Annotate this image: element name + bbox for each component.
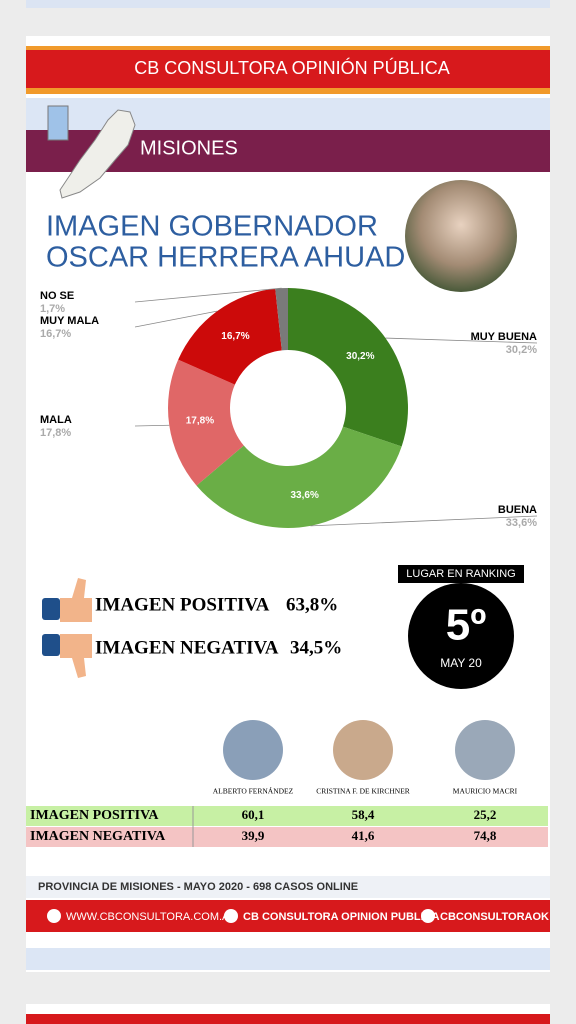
summary-label: IMAGEN POSITIVA (95, 594, 270, 615)
slice-label: 17,8% (186, 415, 214, 426)
twitter: CBCONSULTORAOK (440, 911, 549, 923)
slice-value: 16,7% (40, 328, 71, 340)
slice-value: 1,7% (40, 303, 65, 315)
map (59, 109, 136, 199)
leader-line (134, 424, 170, 427)
donut-chart: 30,2%MUY BUENA30,2%33,6%BUENA33,6%17,8%M… (40, 287, 538, 529)
slice (275, 288, 288, 351)
web-icon (47, 909, 61, 923)
map-inset (47, 105, 69, 141)
region: MISIONES (140, 137, 238, 159)
header-band (26, 50, 550, 88)
cell: 39,9 (242, 828, 265, 843)
photo (405, 180, 517, 292)
footer-band (26, 900, 550, 932)
slice-name: MUY BUENA (471, 331, 537, 343)
cell: 60,1 (242, 807, 265, 822)
ranking-position: 5º (446, 601, 487, 650)
cell: 74,8 (474, 828, 497, 843)
slice-name: BUENA (498, 504, 537, 516)
slice (196, 426, 402, 529)
summary-value: 63,8% (286, 594, 338, 615)
ranking-label: LUGAR EN RANKING (406, 568, 515, 580)
slice-name: MALA (40, 414, 72, 426)
summary-label: IMAGEN NEGATIVA (95, 637, 279, 658)
column-name: MAURICIO MACRI (453, 787, 518, 796)
slice-label: 16,7% (221, 331, 249, 342)
photo (333, 720, 393, 780)
slice-value: 17,8% (40, 427, 71, 439)
slice-label: 30,2% (346, 351, 374, 362)
row-band (26, 827, 548, 847)
leader-line (134, 310, 218, 328)
note: PROVINCIA DE MISIONES - MAYO 2020 - 698 … (38, 881, 358, 893)
column-name: ALBERTO FERNÁNDEZ (213, 786, 294, 796)
next-header (26, 1014, 550, 1024)
row-label: IMAGEN POSITIVA (30, 808, 159, 823)
column-name: CRISTINA F. DE KIRCHNER (316, 787, 410, 796)
cell: 58,4 (352, 807, 375, 822)
ranking-circle (408, 583, 514, 689)
ranking-date: MAY 20 (440, 656, 482, 670)
row-label: IMAGEN NEGATIVA (30, 829, 166, 844)
slice (168, 359, 244, 486)
slice-value: 30,2% (506, 344, 537, 356)
slice (288, 288, 408, 447)
leader-line (310, 515, 538, 527)
brand: CB CONSULTORA OPINIÓN PÚBLICA (134, 57, 449, 78)
row-band (26, 806, 548, 826)
table: ALBERTO FERNÁNDEZ CRISTINA F. DE KIRCHNER… (26, 720, 548, 847)
photo (455, 720, 515, 780)
slice-name: MUY MALA (40, 315, 99, 327)
slice-value: 33,6% (506, 517, 537, 529)
top-strip (26, 0, 550, 8)
title: IMAGEN GOBERNADOR (46, 211, 378, 243)
summary-value: 34,5% (290, 637, 342, 658)
bottom-band (26, 948, 550, 970)
fb-icon (224, 909, 238, 923)
photo (223, 720, 283, 780)
thumbs (42, 578, 92, 678)
slice-label: 33,6% (290, 490, 318, 501)
note-band (26, 876, 550, 898)
ranking-box (398, 565, 524, 583)
facebook: CB CONSULTORA OPINION PUBLICA (243, 911, 440, 923)
leader-line (385, 337, 538, 344)
slice (178, 288, 282, 385)
cell: 41,6 (352, 828, 375, 843)
cell: 25,2 (474, 807, 497, 822)
tw-icon (421, 909, 435, 923)
leader-line (134, 287, 282, 303)
web: WWW.CBCONSULTORA.COM.AR (66, 911, 237, 923)
title: OSCAR HERRERA AHUAD (46, 242, 405, 274)
slice-name: NO SE (40, 290, 74, 302)
